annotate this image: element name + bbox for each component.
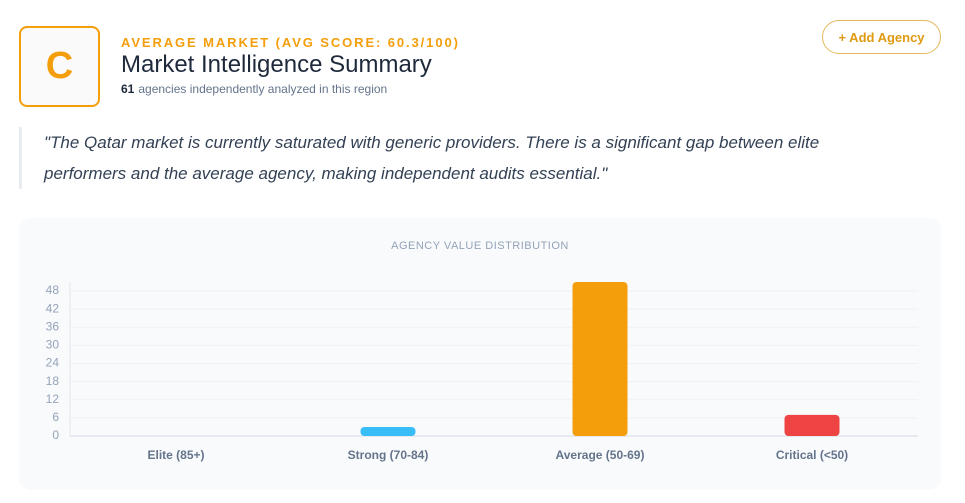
chart-title: AGENCY VALUE DISTRIBUTION [391, 240, 569, 252]
grade-badge: C [19, 26, 100, 107]
y-tick-label: 36 [46, 319, 60, 333]
bar [360, 426, 416, 436]
x-tick-label: Average (50-69) [556, 448, 645, 462]
y-tick-label: 12 [46, 392, 60, 406]
y-tick-label: 42 [46, 301, 60, 315]
page-title: Market Intelligence Summary [121, 51, 432, 78]
y-tick-label: 30 [46, 338, 60, 352]
y-tick-label: 0 [52, 428, 59, 442]
chart: AGENCY VALUE DISTRIBUTION 0 6 12 18 24 30 36 42… [46, 240, 918, 462]
quote-line: "The Qatar market is currently saturated… [44, 133, 820, 152]
agency-count: 61 [121, 82, 135, 96]
bar [784, 414, 840, 436]
chart-card: AGENCY VALUE DISTRIBUTION 0 6 12 18 24 30 36 42… [19, 218, 941, 490]
eyebrow: AVERAGE MARKET (AVG SCORE: 60.3/100) [121, 35, 460, 50]
add-agency-button[interactable]: + Add Agency [822, 20, 941, 54]
subtitle: 61 agencies independently analyzed in thi… [121, 82, 387, 96]
y-tick-label: 24 [46, 356, 60, 370]
x-tick-label: Elite (85+) [147, 448, 204, 462]
x-tick-label: Strong (70-84) [348, 448, 429, 462]
quote-line: performers and the average agency, makin… [44, 164, 608, 183]
bar [572, 282, 628, 436]
quote: "The Qatar market is currently saturated… [19, 127, 819, 189]
y-tick-label: 6 [52, 410, 59, 424]
y-tick-label: 18 [46, 374, 60, 388]
y-tick-label: 48 [46, 283, 60, 297]
x-tick-label: Critical (<50) [776, 448, 848, 462]
agency-text: agencies independently analyzed in this … [138, 82, 388, 96]
